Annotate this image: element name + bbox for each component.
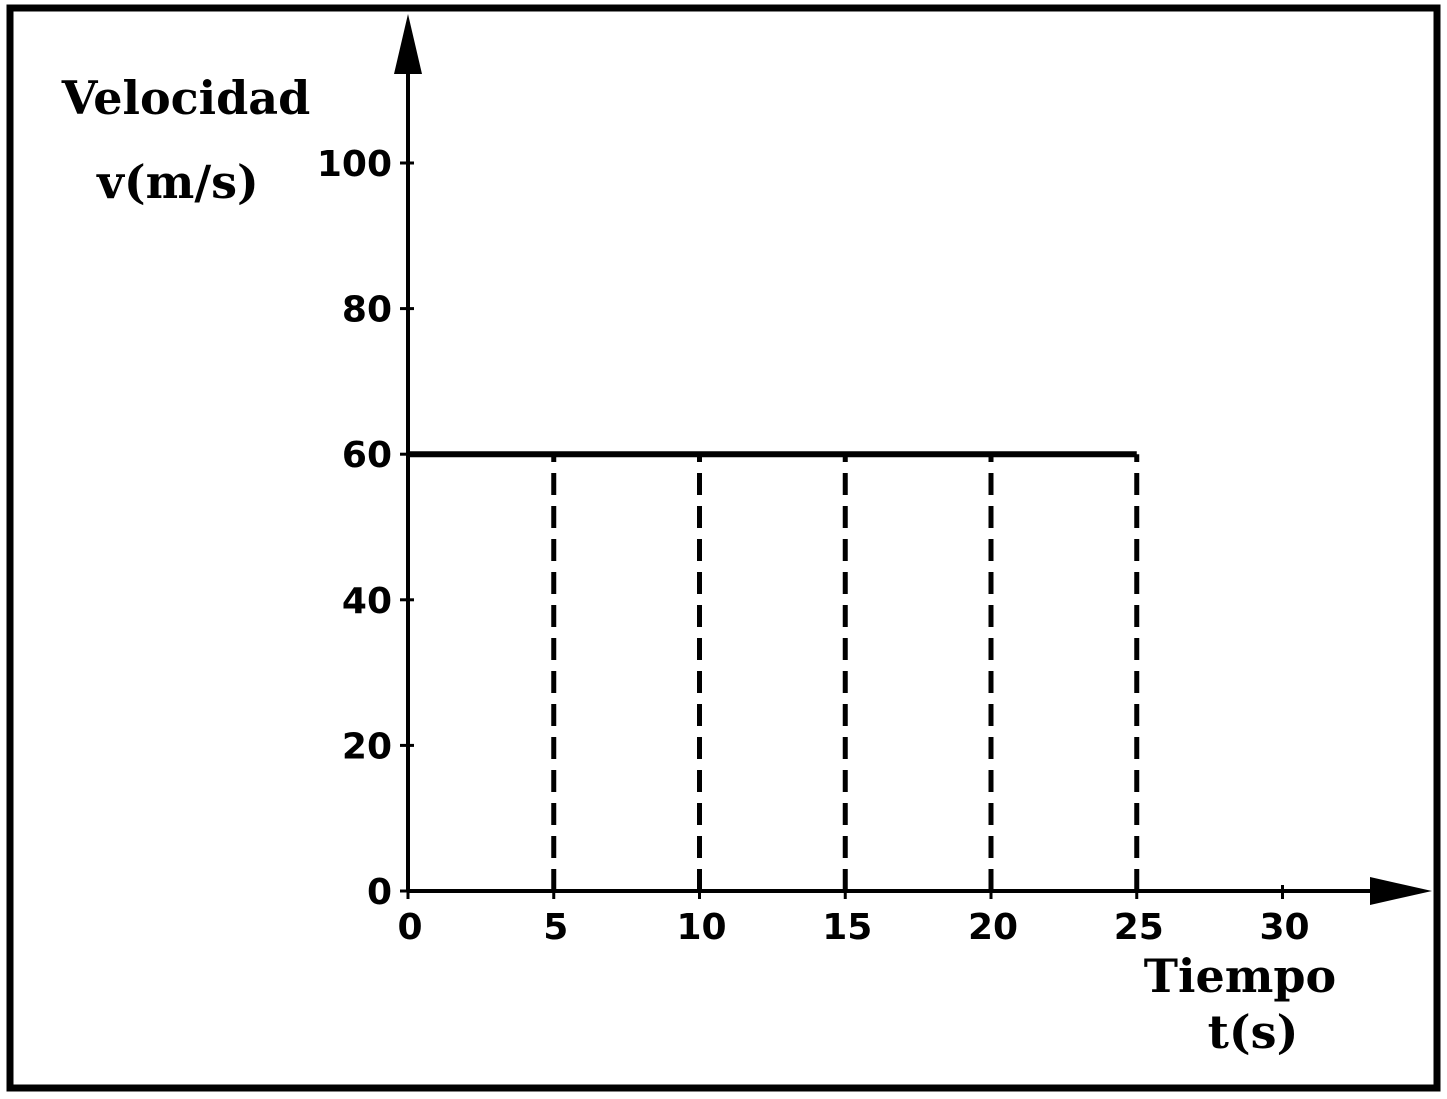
x-tick-label: 15 bbox=[822, 907, 872, 948]
y-axis-arrowhead bbox=[394, 14, 422, 74]
y-tick-label: 20 bbox=[342, 726, 392, 767]
x-tick-label: 0 bbox=[397, 907, 422, 948]
y-tick-label: 40 bbox=[342, 581, 392, 622]
figure-frame bbox=[6, 4, 1441, 1092]
x-axis-title-line-1: Tiempo bbox=[1144, 949, 1337, 1003]
y-tick-label: 0 bbox=[367, 872, 392, 913]
y-tick-label: 100 bbox=[317, 144, 392, 185]
x-tick-label: 25 bbox=[1114, 907, 1164, 948]
y-ticks-group: 0 20 40 60 80 100 bbox=[317, 144, 414, 913]
x-tick-label: 5 bbox=[543, 907, 568, 948]
x-axis-title-line-2: t(s) bbox=[1208, 1005, 1299, 1059]
x-tick-label: 10 bbox=[676, 907, 726, 948]
x-tick-label: 20 bbox=[968, 907, 1018, 948]
y-axis-title-line-2: v(m/s) bbox=[96, 155, 259, 209]
x-tick-label: 30 bbox=[1259, 907, 1309, 948]
y-tick-label: 60 bbox=[342, 435, 392, 476]
x-axis-arrowhead bbox=[1370, 877, 1432, 905]
y-axis-title-line-1: Velocidad bbox=[61, 71, 311, 125]
drop-lines-group bbox=[551, 454, 1140, 891]
y-tick-label: 80 bbox=[342, 290, 392, 331]
x-ticks-group: 0 5 10 15 20 25 30 bbox=[397, 885, 1310, 948]
